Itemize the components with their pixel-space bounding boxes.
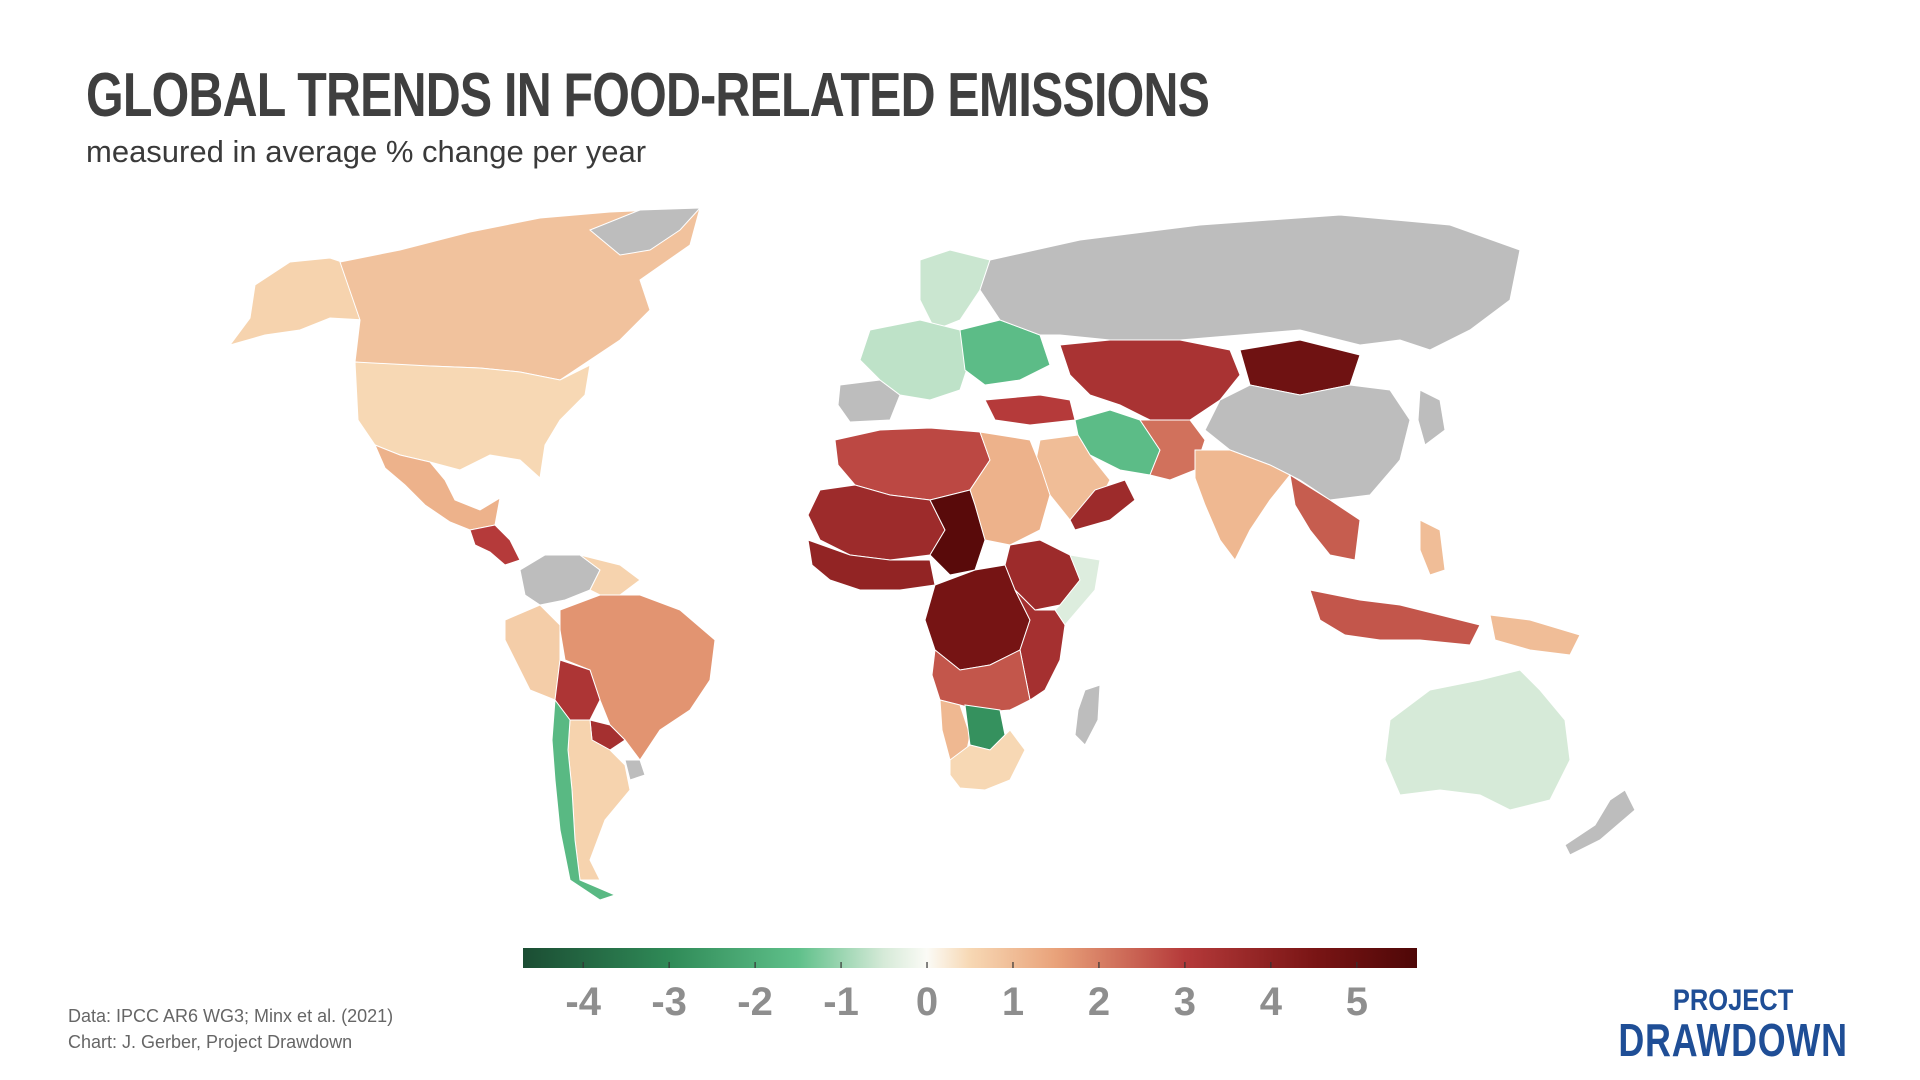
world-map (228, 207, 1636, 901)
color-legend: -4 -3 -2 -1 0 1 2 3 4 5 (523, 948, 1417, 1024)
legend-tick-label: 5 (1346, 980, 1368, 1024)
region-west-africa (807, 539, 936, 591)
region-uruguay (624, 759, 646, 781)
region-oman-yemen (1069, 479, 1136, 531)
legend-tick-label: 0 (916, 980, 938, 1024)
region-brazil (559, 594, 716, 761)
region-philippines (1419, 519, 1446, 576)
region-angola-zambia (931, 649, 1031, 713)
legend-tick-label: -1 (823, 980, 859, 1024)
region-southeast-asia (1289, 473, 1361, 561)
source-note: Data: IPCC AR6 WG3; Minx et al. (2021) C… (68, 1003, 393, 1055)
region-alaska (228, 257, 366, 346)
logo-line-project: PROJECT (1672, 984, 1794, 1017)
project-drawdown-logo: PROJECT DRAWDOWN (1586, 984, 1880, 1066)
source-chart-line: Chart: J. Gerber, Project Drawdown (68, 1032, 353, 1052)
logo-line-drawdown: DRAWDOWN (1618, 1014, 1848, 1066)
source-data-line: Data: IPCC AR6 WG3; Minx et al. (2021) (68, 1006, 394, 1026)
legend-tick-label: -4 (565, 980, 601, 1024)
region-greenland (589, 207, 702, 256)
legend-tick-label: 3 (1174, 980, 1196, 1024)
region-east-africa (1014, 589, 1066, 701)
region-western-europe (859, 319, 971, 401)
region-central-america (469, 524, 521, 566)
region-chile (551, 698, 617, 901)
region-colombia-venezuela (519, 554, 601, 606)
legend-color-bar (523, 948, 1417, 968)
legend-tick-label: 1 (1002, 980, 1024, 1024)
region-kazakhstan-central-asia (1059, 339, 1241, 421)
region-japan (1417, 389, 1446, 446)
region-india (1194, 449, 1291, 561)
region-pakistan-afghanistan (1139, 419, 1206, 481)
region-new-zealand (1564, 789, 1636, 856)
region-mexico (374, 444, 501, 531)
legend-tick-label: -2 (737, 980, 773, 1024)
legend-tick-label: 4 (1260, 980, 1283, 1024)
region-turkey (984, 394, 1076, 426)
region-australia (1384, 669, 1571, 811)
legend-ticks: -4 -3 -2 -1 0 1 2 3 4 5 (565, 962, 1368, 1024)
region-south-africa (949, 729, 1026, 791)
region-madagascar (1074, 684, 1101, 746)
region-indonesia (1309, 589, 1481, 646)
region-peru (504, 604, 561, 701)
legend-tick-label: 2 (1088, 980, 1110, 1024)
region-scandinavia (919, 249, 991, 331)
region-papua (1489, 614, 1581, 656)
page-subtitle: measured in average % change per year (86, 134, 647, 169)
legend-tick-label: -3 (651, 980, 687, 1024)
region-russia (979, 214, 1521, 351)
page-title: GLOBAL TRENDS IN FOOD-RELATED EMISSIONS (86, 61, 1210, 130)
